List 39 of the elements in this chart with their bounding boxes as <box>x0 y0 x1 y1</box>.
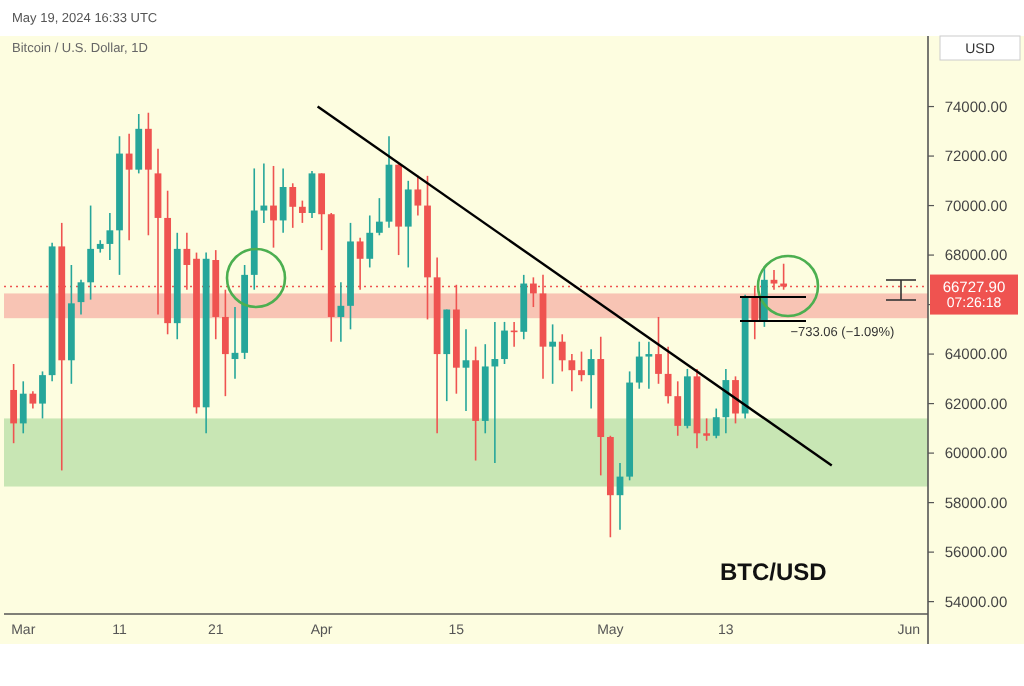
candlestick <box>501 321 508 365</box>
candlestick <box>39 370 46 420</box>
candlestick <box>318 172 326 251</box>
annotation: BTC/USD <box>720 558 828 586</box>
candlestick <box>558 333 566 373</box>
candlestick <box>635 340 643 390</box>
candlestick <box>712 407 720 440</box>
candlestick <box>375 197 383 237</box>
candlestick <box>19 380 27 435</box>
candlestick <box>674 380 682 437</box>
candlestick <box>221 288 229 397</box>
candlestick <box>289 182 297 229</box>
candlestick <box>549 323 557 385</box>
candlestick <box>279 167 287 234</box>
candlestick <box>10 363 18 444</box>
candlestick <box>270 165 277 249</box>
candlestick <box>125 132 133 242</box>
candlestick <box>106 212 114 261</box>
candlestick <box>366 214 374 269</box>
candlestick <box>664 345 672 405</box>
candlestick <box>722 368 730 435</box>
candlestick <box>491 321 499 464</box>
candlestick <box>443 308 451 402</box>
candlestick <box>87 204 95 301</box>
candlestick <box>337 281 345 343</box>
candlestick <box>298 199 306 224</box>
candlestick <box>732 375 739 425</box>
candlestick <box>587 348 595 410</box>
candlestick <box>144 111 152 237</box>
candlestick <box>645 340 653 390</box>
candlestick <box>135 113 143 175</box>
candlestick <box>578 350 585 383</box>
candlestick <box>260 162 268 224</box>
candlestick <box>655 316 662 385</box>
candlestick <box>703 417 711 442</box>
candlestick <box>462 328 470 412</box>
candlestick <box>568 353 576 393</box>
candlestick <box>404 180 412 269</box>
candlestick <box>414 175 422 217</box>
